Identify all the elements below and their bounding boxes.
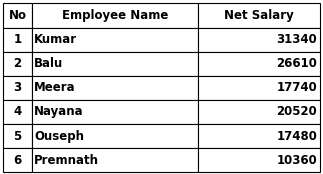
Text: 4: 4 (13, 105, 22, 118)
Text: 1: 1 (14, 33, 22, 46)
Bar (198, 3, 320, 28)
Bar (32, 52, 198, 76)
Bar (32, 100, 198, 124)
Text: Net Salary: Net Salary (224, 9, 294, 22)
Text: 17740: 17740 (276, 81, 317, 94)
Text: 17480: 17480 (276, 130, 317, 143)
Text: Ouseph: Ouseph (34, 130, 84, 143)
Text: 2: 2 (14, 57, 22, 70)
Bar (32, 148, 198, 172)
Bar (3, 100, 32, 124)
Bar (32, 28, 198, 52)
Text: Employee Name: Employee Name (62, 9, 168, 22)
Text: 31340: 31340 (276, 33, 317, 46)
Text: Premnath: Premnath (34, 154, 99, 167)
Bar (32, 124, 198, 148)
Text: Kumar: Kumar (34, 33, 78, 46)
Bar (3, 76, 32, 100)
Bar (3, 124, 32, 148)
Bar (198, 52, 320, 76)
Text: 10360: 10360 (276, 154, 317, 167)
Bar (198, 28, 320, 52)
Bar (3, 148, 32, 172)
Text: Nayana: Nayana (34, 105, 84, 118)
Text: 3: 3 (14, 81, 22, 94)
Text: 5: 5 (13, 130, 22, 143)
Bar (3, 28, 32, 52)
Text: Balu: Balu (34, 57, 64, 70)
Text: 20520: 20520 (276, 105, 317, 118)
Bar (198, 100, 320, 124)
Text: No: No (8, 9, 26, 22)
Bar (198, 76, 320, 100)
Bar (32, 3, 198, 28)
Bar (32, 76, 198, 100)
Text: 26610: 26610 (276, 57, 317, 70)
Text: Meera: Meera (34, 81, 76, 94)
Bar (3, 3, 32, 28)
Text: 6: 6 (13, 154, 22, 167)
Bar (198, 124, 320, 148)
Bar (3, 52, 32, 76)
Bar (198, 148, 320, 172)
